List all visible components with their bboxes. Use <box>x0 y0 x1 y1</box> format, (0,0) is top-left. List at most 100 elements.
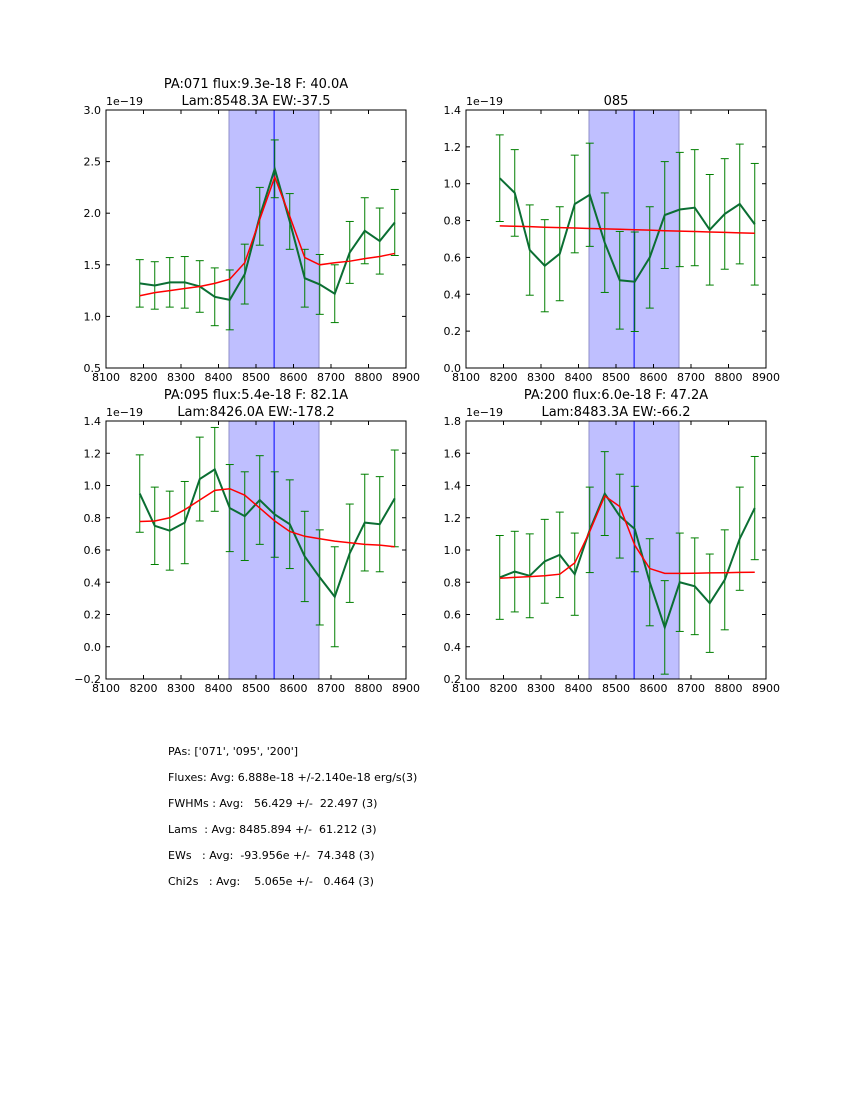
summary-fluxes: Fluxes: Avg: 6.888e-18 +/-2.140e-18 erg/… <box>168 771 418 784</box>
x-tick-label: 8800 <box>355 682 383 695</box>
x-tick-label: 8600 <box>280 371 308 384</box>
y-tick-label: 0.8 <box>444 576 462 589</box>
y-tick-label: 1.0 <box>444 544 462 557</box>
summary-ews: EWs : Avg: -93.956e +/- 74.348 (3) <box>168 849 375 862</box>
fit-line <box>499 494 755 579</box>
panel-4: 8100 8200 8300 8400 8500 8600 8700 8800 8900 0.2 0… <box>444 388 781 695</box>
panel-title: PA:071 flux:9.3e-18 F: 40.0A <box>164 77 348 92</box>
fit-line <box>139 487 395 548</box>
y-tick-label: 1.4 <box>444 480 462 493</box>
data-line <box>499 491 756 631</box>
y-tick-label: 0.8 <box>84 512 102 525</box>
y-tick-label: 1.4 <box>84 415 102 428</box>
y-tick-label: 1.2 <box>444 141 462 154</box>
y-tick-label: 1.0 <box>444 178 462 191</box>
x-tick-label: 8200 <box>130 682 158 695</box>
x-tick-label: 8900 <box>752 682 780 695</box>
y-tick-label: 0.4 <box>444 641 462 654</box>
y-tick-label: 0.2 <box>444 673 462 686</box>
summary-chi2s: Chi2s : Avg: 5.065e +/- 0.464 (3) <box>168 875 374 888</box>
y-tick-label: 1.0 <box>84 480 102 493</box>
y-tick-label: 0.4 <box>444 288 462 301</box>
y-tick-label: 0.4 <box>84 576 102 589</box>
fit-line <box>139 174 395 297</box>
panel-title: 085 <box>604 94 629 109</box>
x-tick-label: 8600 <box>280 682 308 695</box>
x-tick-label: 8100 <box>452 682 480 695</box>
x-tick-label: 8100 <box>92 371 120 384</box>
panel-title: Lam:8548.3A EW:-37.5 <box>181 94 330 109</box>
data-line <box>138 467 396 599</box>
y-tick-label: 2.5 <box>84 156 102 169</box>
plot-area <box>495 110 759 368</box>
y-tick-label: 3.0 <box>84 104 102 117</box>
x-tick-label: 8400 <box>565 371 593 384</box>
x-tick-label: 8600 <box>640 682 668 695</box>
y-tick-label: 0.6 <box>444 251 462 264</box>
panel-title: PA:200 flux:6.0e-18 F: 47.2A <box>524 388 708 403</box>
x-tick-label: 8200 <box>490 682 518 695</box>
summary-block: PAs: ['071', '095', '200'] Fluxes: Avg: … <box>168 744 417 900</box>
x-tick-label: 8700 <box>317 371 345 384</box>
x-tick-label: 8300 <box>167 682 195 695</box>
x-tick-label: 8300 <box>527 682 555 695</box>
axis-offset-label: 1e−19 <box>106 95 143 108</box>
x-tick-label: 8700 <box>317 682 345 695</box>
y-tick-label: 1.8 <box>444 415 462 428</box>
panel-3: 8100 8200 8300 8400 8500 8600 8700 8800 8900 −0.2… <box>74 388 420 695</box>
x-tick-label: 8600 <box>640 371 668 384</box>
fit-line <box>499 225 755 235</box>
plot-area <box>135 421 399 679</box>
x-tick-label: 8200 <box>490 371 518 384</box>
x-tick-label: 8400 <box>205 371 233 384</box>
data-line <box>139 165 396 302</box>
plot-area <box>495 421 759 679</box>
y-tick-label: 1.4 <box>444 104 462 117</box>
y-tick-label: 0.0 <box>84 641 102 654</box>
y-tick-label: −0.2 <box>74 673 101 686</box>
y-tick-label: 0.6 <box>84 544 102 557</box>
x-tick-label: 8100 <box>452 371 480 384</box>
data-line <box>499 177 756 283</box>
x-tick-label: 8700 <box>677 371 705 384</box>
x-tick-label: 8300 <box>527 371 555 384</box>
y-tick-label: 1.2 <box>84 447 102 460</box>
y-tick-label: 1.5 <box>84 259 102 272</box>
x-tick-label: 8900 <box>392 371 420 384</box>
x-tick-label: 8200 <box>130 371 158 384</box>
y-tick-label: 2.0 <box>84 207 102 220</box>
plot-area <box>135 110 399 368</box>
x-tick-label: 8500 <box>602 371 630 384</box>
summary-fwhms: FWHMs : Avg: 56.429 +/- 22.497 (3) <box>168 797 378 810</box>
x-tick-label: 8400 <box>565 682 593 695</box>
x-tick-label: 8100 <box>92 682 120 695</box>
summary-pas: PAs: ['071', '095', '200'] <box>168 745 299 758</box>
panel-1: 8100 8200 8300 8400 8500 8600 8700 8800 8900 0.5 1… <box>84 77 421 384</box>
axis-offset-label: 1e−19 <box>466 95 503 108</box>
panel-2: 8100 8200 8300 8400 8500 8600 8700 8800 8900 0.0 0… <box>444 94 781 384</box>
x-tick-label: 8900 <box>392 682 420 695</box>
axis-offset-label: 1e−19 <box>106 406 143 419</box>
x-tick-label: 8500 <box>242 371 270 384</box>
x-tick-label: 8800 <box>715 371 743 384</box>
y-tick-label: 0.2 <box>444 325 462 338</box>
x-tick-label: 8400 <box>205 682 233 695</box>
x-tick-label: 8300 <box>167 371 195 384</box>
y-tick-label: 1.6 <box>444 447 462 460</box>
axis-offset-label: 1e−19 <box>466 406 503 419</box>
y-tick-label: 0.5 <box>84 362 102 375</box>
x-tick-label: 8500 <box>242 682 270 695</box>
y-tick-label: 0.2 <box>84 609 102 622</box>
y-tick-label: 1.0 <box>84 310 102 323</box>
y-tick-label: 0.8 <box>444 215 462 228</box>
panel-title: Lam:8426.0A EW:-178.2 <box>177 405 334 420</box>
summary-lams: Lams : Avg: 8485.894 +/- 61.212 (3) <box>168 823 377 836</box>
y-tick-label: 0.6 <box>444 609 462 622</box>
x-tick-label: 8900 <box>752 371 780 384</box>
panel-title: Lam:8483.3A EW:-66.2 <box>541 405 690 420</box>
y-tick-label: 1.2 <box>444 512 462 525</box>
x-tick-label: 8700 <box>677 682 705 695</box>
x-tick-label: 8800 <box>715 682 743 695</box>
panel-title: PA:095 flux:5.4e-18 F: 82.1A <box>164 388 348 403</box>
